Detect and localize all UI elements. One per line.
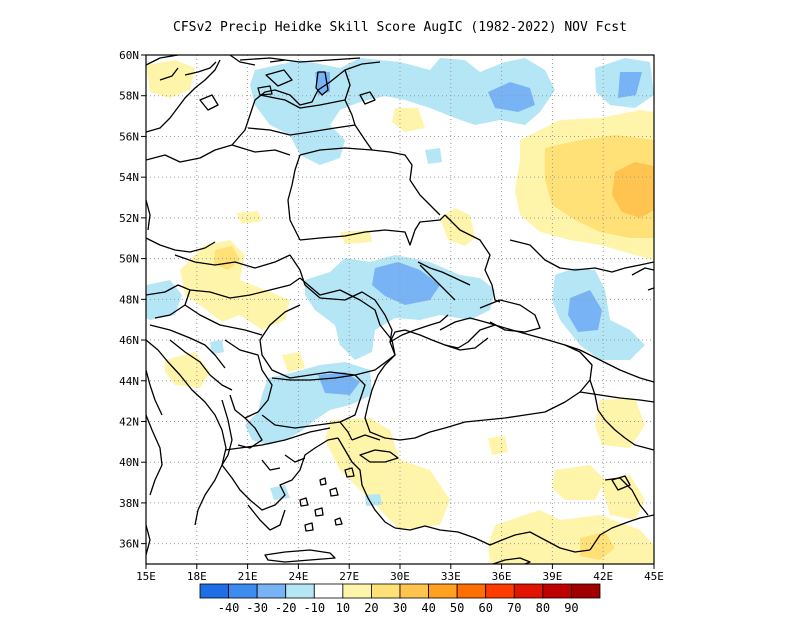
lon-tick-label: 15E: [136, 570, 156, 583]
colorbar-label: 10: [336, 601, 350, 615]
lat-tick-label: 52N: [119, 212, 139, 225]
lon-tick-label: 36E: [492, 570, 512, 583]
colorbar-label: -10: [303, 601, 325, 615]
colorbar-swatch: [229, 584, 258, 598]
colorbar-swatch: [543, 584, 572, 598]
lon-tick-label: 39E: [542, 570, 562, 583]
colorbar-swatch: [200, 584, 229, 598]
lat-tick-label: 60N: [119, 49, 139, 62]
colorbar: -40 -30 -20 -10 10 20 30 40 50 60 70 80 90: [200, 584, 600, 615]
colorbar-swatch: [371, 584, 400, 598]
longitude-labels: 15E 18E 21E 24E 27E 30E 33E 36E 39E 42E 45E: [136, 570, 664, 583]
colorbar-label: -20: [275, 601, 297, 615]
colorbar-label: 50: [450, 601, 464, 615]
score-region-pos10: [410, 486, 428, 502]
lat-tick-label: 42N: [119, 415, 139, 428]
lat-tick-label: 50N: [119, 253, 139, 266]
colorbar-label: 40: [421, 601, 435, 615]
lon-tick-label: 45E: [644, 570, 664, 583]
lon-tick-label: 42E: [593, 570, 613, 583]
lon-tick-label: 21E: [238, 570, 258, 583]
lat-tick-label: 56N: [119, 130, 139, 143]
colorbar-swatch: [257, 584, 286, 598]
lon-tick-label: 24E: [288, 570, 308, 583]
colorbar-label: 70: [507, 601, 521, 615]
colorbar-label: 20: [364, 601, 378, 615]
lat-tick-label: 58N: [119, 90, 139, 103]
colorbar-label: 90: [564, 601, 578, 615]
plot-area: [146, 55, 654, 566]
lat-tick-label: 46N: [119, 334, 139, 347]
colorbar-swatch: [457, 584, 486, 598]
colorbar-swatch: [571, 584, 600, 598]
lat-tick-label: 44N: [119, 375, 139, 388]
colorbar-swatch: [514, 584, 543, 598]
latitude-labels: 60N 58N 56N 54N 52N 50N 48N 46N 44N 42N 40N 38N 36N: [119, 49, 139, 551]
colorbar-swatch: [429, 584, 458, 598]
lat-tick-label: 36N: [119, 538, 139, 551]
colorbar-label: -40: [218, 601, 240, 615]
lon-tick-label: 33E: [441, 570, 461, 583]
colorbar-swatch: [343, 584, 372, 598]
colorbar-label: 60: [478, 601, 492, 615]
colorbar-swatch: [286, 584, 315, 598]
score-region-neg10: [425, 148, 442, 164]
lat-tick-label: 40N: [119, 456, 139, 469]
map-figure: 60N58N56N54N52N50N48N46N44N42N40N38N36N …: [0, 0, 800, 618]
lat-tick-label: 48N: [119, 293, 139, 306]
lat-tick-label: 38N: [119, 497, 139, 510]
colorbar-label: 80: [536, 601, 550, 615]
lat-tick-label: 54N: [119, 171, 139, 184]
colorbar-label: -30: [246, 601, 268, 615]
colorbar-swatch: [486, 584, 515, 598]
lon-tick-label: 30E: [390, 570, 410, 583]
colorbar-label: 30: [393, 601, 407, 615]
colorbar-swatch: [314, 584, 343, 598]
colorbar-swatch: [400, 584, 429, 598]
lon-tick-label: 18E: [187, 570, 207, 583]
lon-tick-label: 27E: [339, 570, 359, 583]
